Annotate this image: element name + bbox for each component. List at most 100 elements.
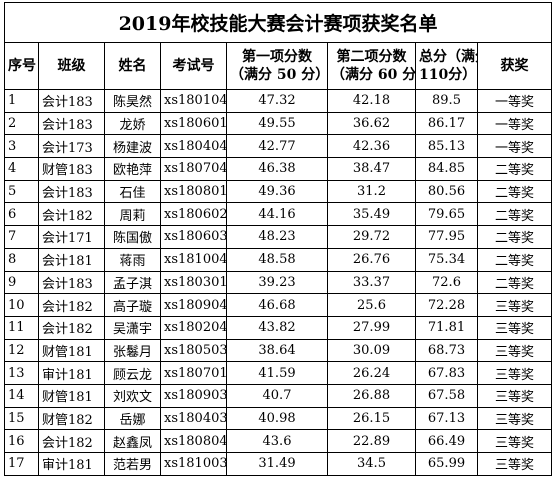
cell: 1	[4, 89, 39, 113]
data-row: 9 会计183 孟子淇 xs180301 39.23 33.37 72.6 二等奖	[4, 270, 553, 295]
data-row: 17 审计181 范若男 xs181003 31.49 34.5 65.99 三等奖	[4, 452, 553, 476]
cell: 二等奖	[476, 202, 553, 227]
header-cell: 考试号	[160, 42, 227, 90]
cell: 会计182	[38, 429, 105, 453]
cell: 38.64	[226, 338, 328, 363]
cell: xs180204	[160, 315, 227, 340]
cell: 三等奖	[476, 338, 553, 363]
cell: 47.32	[226, 89, 328, 113]
cell: 42.36	[327, 134, 416, 159]
cell: 会计182	[38, 293, 105, 317]
cell: 77.95	[415, 225, 478, 249]
cell: 财管181	[38, 338, 105, 363]
data-row: 3 会计173 杨建波 xs180404 42.77 42.36 85.13 一等奖	[4, 134, 553, 159]
header-cell: 第二项分数 （满分 60 分）	[327, 42, 416, 90]
cell: 岳娜	[104, 406, 161, 431]
cell: 16	[4, 429, 39, 453]
data-row: 1 会计183 陈昊然 xs180104 47.32 42.18 89.5 一等奖	[4, 89, 553, 113]
cell: xs180801	[160, 179, 227, 204]
cell: 2	[4, 111, 39, 136]
cell: 4	[4, 157, 39, 181]
header-cell: 班级	[38, 42, 105, 90]
cell: 15	[4, 406, 39, 431]
cell: 17	[4, 452, 39, 476]
cell: 68.73	[415, 338, 478, 363]
header-row: 序号 班级 姓名 考试号 第一项分数 （满分 50 分） 第二项分数 （满分 60 分）总分（…	[4, 42, 553, 90]
cell: 三等奖	[476, 383, 553, 408]
cell: 吴潇宇	[104, 315, 161, 340]
cell: 26.76	[327, 247, 416, 272]
cell: 67.13	[415, 406, 478, 431]
cell: 一等奖	[476, 111, 553, 136]
data-row: 6 会计182 周莉 xs180602 44.16 35.49 79.65 二等奖	[4, 202, 553, 227]
cell: 67.83	[415, 361, 478, 385]
cell: xs180301	[160, 270, 227, 295]
header-text: 考试号	[172, 58, 215, 74]
cell: 26.24	[327, 361, 416, 385]
cell: 二等奖	[476, 247, 553, 272]
cell: 43.82	[226, 315, 328, 340]
cell: 高子璇	[104, 293, 161, 317]
cell: 49.55	[226, 111, 328, 136]
cell: 会计183	[38, 179, 105, 204]
cell: 范若男	[104, 452, 161, 476]
cell: 46.38	[226, 157, 328, 181]
title-row: 2019年校技能大赛会计赛项获奖名单	[3, 2, 553, 43]
cell: 张鬈月	[104, 338, 161, 363]
cell: 6	[4, 202, 39, 227]
cell: 43.6	[226, 429, 328, 453]
cell: 审计181	[38, 452, 105, 476]
cell: 3	[4, 134, 39, 159]
cell: 二等奖	[476, 179, 553, 204]
header-cell: 获奖	[476, 42, 553, 90]
header-text: （满分 50 分）	[230, 67, 328, 83]
cell: 66.49	[415, 429, 478, 453]
table-body: 2019年校技能大赛会计赛项获奖名单 序号 班级 姓名 考试号 第一项分数 （满分 50 …	[3, 2, 553, 476]
cell: 72.6	[415, 270, 478, 295]
cell: 三等奖	[476, 406, 553, 431]
cell: 孟子淇	[104, 270, 161, 295]
cell: xs180903	[160, 383, 227, 408]
cell: xs180701	[160, 361, 227, 385]
cell: 12	[4, 338, 39, 363]
header-text: 序号	[8, 58, 36, 74]
cell: xs180603	[160, 225, 227, 249]
cell: 26.88	[327, 383, 416, 408]
cell: 陈昊然	[104, 89, 161, 113]
cell: 80.56	[415, 179, 478, 204]
data-row: 14 财管181 刘欢文 xs180903 40.7 26.88 67.58 三等奖	[4, 383, 553, 408]
cell: 三等奖	[476, 293, 553, 317]
cell: 刘欢文	[104, 383, 161, 408]
cell: 35.49	[327, 202, 416, 227]
cell: 26.15	[327, 406, 416, 431]
cell: 89.5	[415, 89, 478, 113]
cell: 二等奖	[476, 270, 553, 295]
cell: 67.58	[415, 383, 478, 408]
cell: 65.99	[415, 452, 478, 476]
cell: xs180104	[160, 89, 227, 113]
cell: 31.49	[226, 452, 328, 476]
cell: 41.59	[226, 361, 328, 385]
header-text: 班级	[57, 58, 86, 74]
cell: 会计181	[38, 247, 105, 272]
cell: 49.36	[226, 179, 328, 204]
cell: 27.99	[327, 315, 416, 340]
cell: 14	[4, 383, 39, 408]
cell: 周莉	[104, 202, 161, 227]
header-cell: 姓名	[104, 42, 161, 90]
cell: 38.47	[327, 157, 416, 181]
header-text: 第二项分数	[336, 49, 407, 65]
cell: 会计173	[38, 134, 105, 159]
cell: 48.58	[226, 247, 328, 272]
cell: 二等奖	[476, 225, 553, 249]
data-row: 15 财管182 岳娜 xs180403 40.98 26.15 67.13 三等奖	[4, 406, 553, 431]
cell: 财管181	[38, 383, 105, 408]
data-row: 11 会计182 吴潇宇 xs180204 43.82 27.99 71.81 三等奖	[4, 315, 553, 340]
cell: 72.28	[415, 293, 478, 317]
header-text: 第一项分数	[242, 49, 312, 65]
cell: 财管182	[38, 406, 105, 431]
cell: 龙娇	[104, 111, 161, 136]
cell: 30.09	[327, 338, 416, 363]
cell: 39.23	[226, 270, 328, 295]
